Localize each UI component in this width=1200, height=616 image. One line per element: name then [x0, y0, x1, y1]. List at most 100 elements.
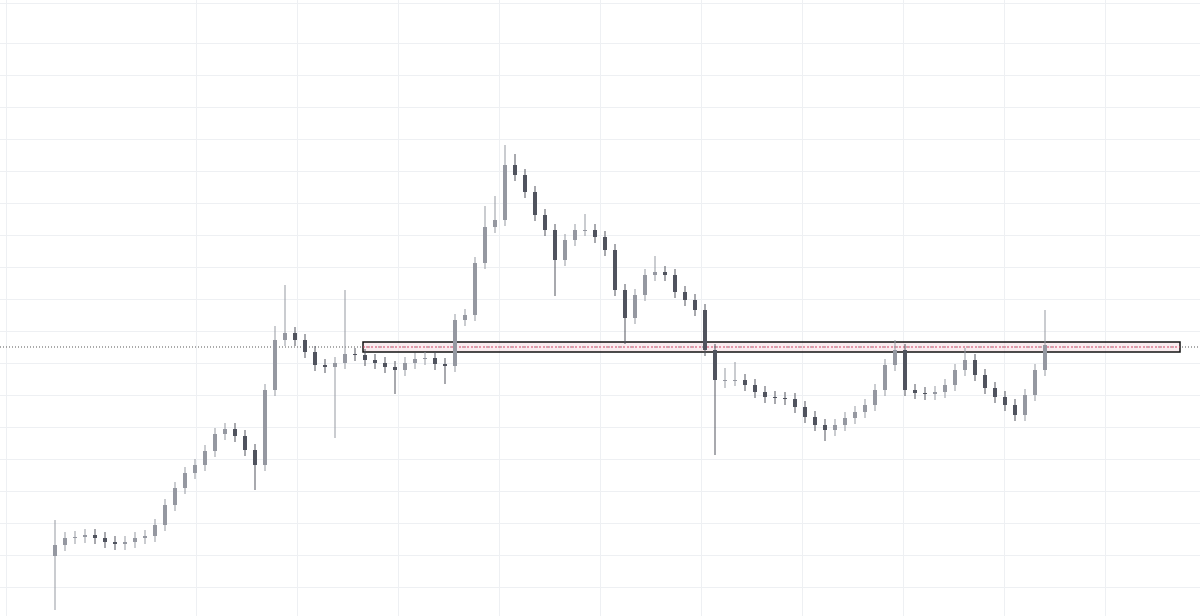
- candle-body: [433, 358, 437, 364]
- candle-body: [213, 434, 217, 451]
- candle-body: [483, 227, 487, 263]
- candle-body: [333, 363, 337, 367]
- candle-body: [423, 358, 427, 359]
- candle-body: [453, 320, 457, 366]
- candle-body: [543, 215, 547, 230]
- candle-body: [53, 545, 57, 556]
- candle-body: [563, 240, 567, 260]
- candle-body: [83, 535, 87, 537]
- candle-body: [943, 385, 947, 392]
- candle-body: [953, 370, 957, 385]
- candle-body: [493, 220, 497, 227]
- candle-body: [703, 310, 707, 350]
- candle-body: [783, 398, 787, 399]
- candle-body: [463, 315, 467, 320]
- candle-body: [863, 405, 867, 412]
- candle-body: [223, 429, 227, 434]
- candle-body: [883, 365, 887, 390]
- candle-body: [903, 350, 907, 390]
- candle-body: [503, 165, 507, 220]
- candle-body: [373, 360, 377, 363]
- candle-body: [133, 538, 137, 542]
- candle-body: [643, 275, 647, 295]
- candle-body: [713, 350, 717, 380]
- candle-body: [163, 505, 167, 525]
- candle-body: [253, 450, 257, 465]
- candle-body: [553, 230, 557, 260]
- candle-body: [513, 165, 517, 175]
- candle-body: [843, 418, 847, 425]
- candle-body: [123, 542, 127, 544]
- candle-body: [673, 275, 677, 292]
- candle-body: [413, 359, 417, 363]
- candle-body: [723, 380, 727, 381]
- candle-body: [1003, 397, 1007, 405]
- candle-body: [323, 365, 327, 367]
- candle-body: [293, 333, 297, 340]
- candle-body: [693, 300, 697, 310]
- candle-body: [633, 295, 637, 318]
- candle-body: [753, 385, 757, 392]
- candle-body: [203, 451, 207, 465]
- candle-body: [403, 363, 407, 370]
- candle-body: [963, 360, 967, 370]
- candle-body: [193, 465, 197, 473]
- candle-body: [313, 352, 317, 365]
- candle-body: [1013, 405, 1017, 415]
- candle-body: [363, 355, 367, 360]
- candle-body: [63, 538, 67, 545]
- candle-body: [743, 380, 747, 385]
- candle-body: [183, 473, 187, 488]
- candle-body: [823, 425, 827, 430]
- candle-body: [653, 272, 657, 275]
- candle-body: [243, 436, 247, 450]
- candle-body: [393, 367, 397, 370]
- candle-body: [803, 407, 807, 417]
- candle-body: [933, 392, 937, 394]
- candle-body: [533, 192, 537, 215]
- candle-body: [173, 488, 177, 505]
- candle-body: [353, 354, 357, 355]
- candle-body: [443, 364, 447, 366]
- candle-body: [473, 263, 477, 315]
- candle-body: [573, 230, 577, 240]
- candle-body: [993, 388, 997, 397]
- candle-body: [233, 429, 237, 436]
- candle-body: [923, 393, 927, 394]
- candle-body: [793, 399, 797, 407]
- candle-body: [303, 340, 307, 352]
- candle-body: [1023, 395, 1027, 415]
- candle-body: [603, 237, 607, 250]
- candle-body: [763, 392, 767, 397]
- candle-body: [773, 397, 777, 398]
- candle-body: [663, 272, 667, 275]
- candle-body: [113, 542, 117, 544]
- candle-body: [893, 350, 897, 365]
- candle-body: [343, 354, 347, 363]
- candle-body: [283, 333, 287, 340]
- candle-body: [1033, 370, 1037, 395]
- candle-body: [983, 375, 987, 388]
- candle-body: [973, 360, 977, 375]
- candle-body: [103, 538, 107, 542]
- candle-body: [523, 175, 527, 192]
- candle-body: [153, 525, 157, 536]
- candle-body: [583, 230, 587, 231]
- candle-body: [733, 380, 737, 381]
- candle-body: [623, 290, 627, 318]
- candle-body: [263, 390, 267, 465]
- candle-body: [913, 390, 917, 393]
- candle-body: [383, 363, 387, 367]
- candle-body: [93, 535, 97, 538]
- candle-body: [143, 536, 147, 538]
- candle-body: [613, 250, 617, 290]
- candle-body: [873, 390, 877, 405]
- candle-body: [73, 537, 77, 538]
- candle-body: [1043, 345, 1047, 370]
- candle-body: [813, 417, 817, 425]
- candle-body: [833, 425, 837, 430]
- candle-body: [853, 412, 857, 418]
- candle-body: [273, 340, 277, 390]
